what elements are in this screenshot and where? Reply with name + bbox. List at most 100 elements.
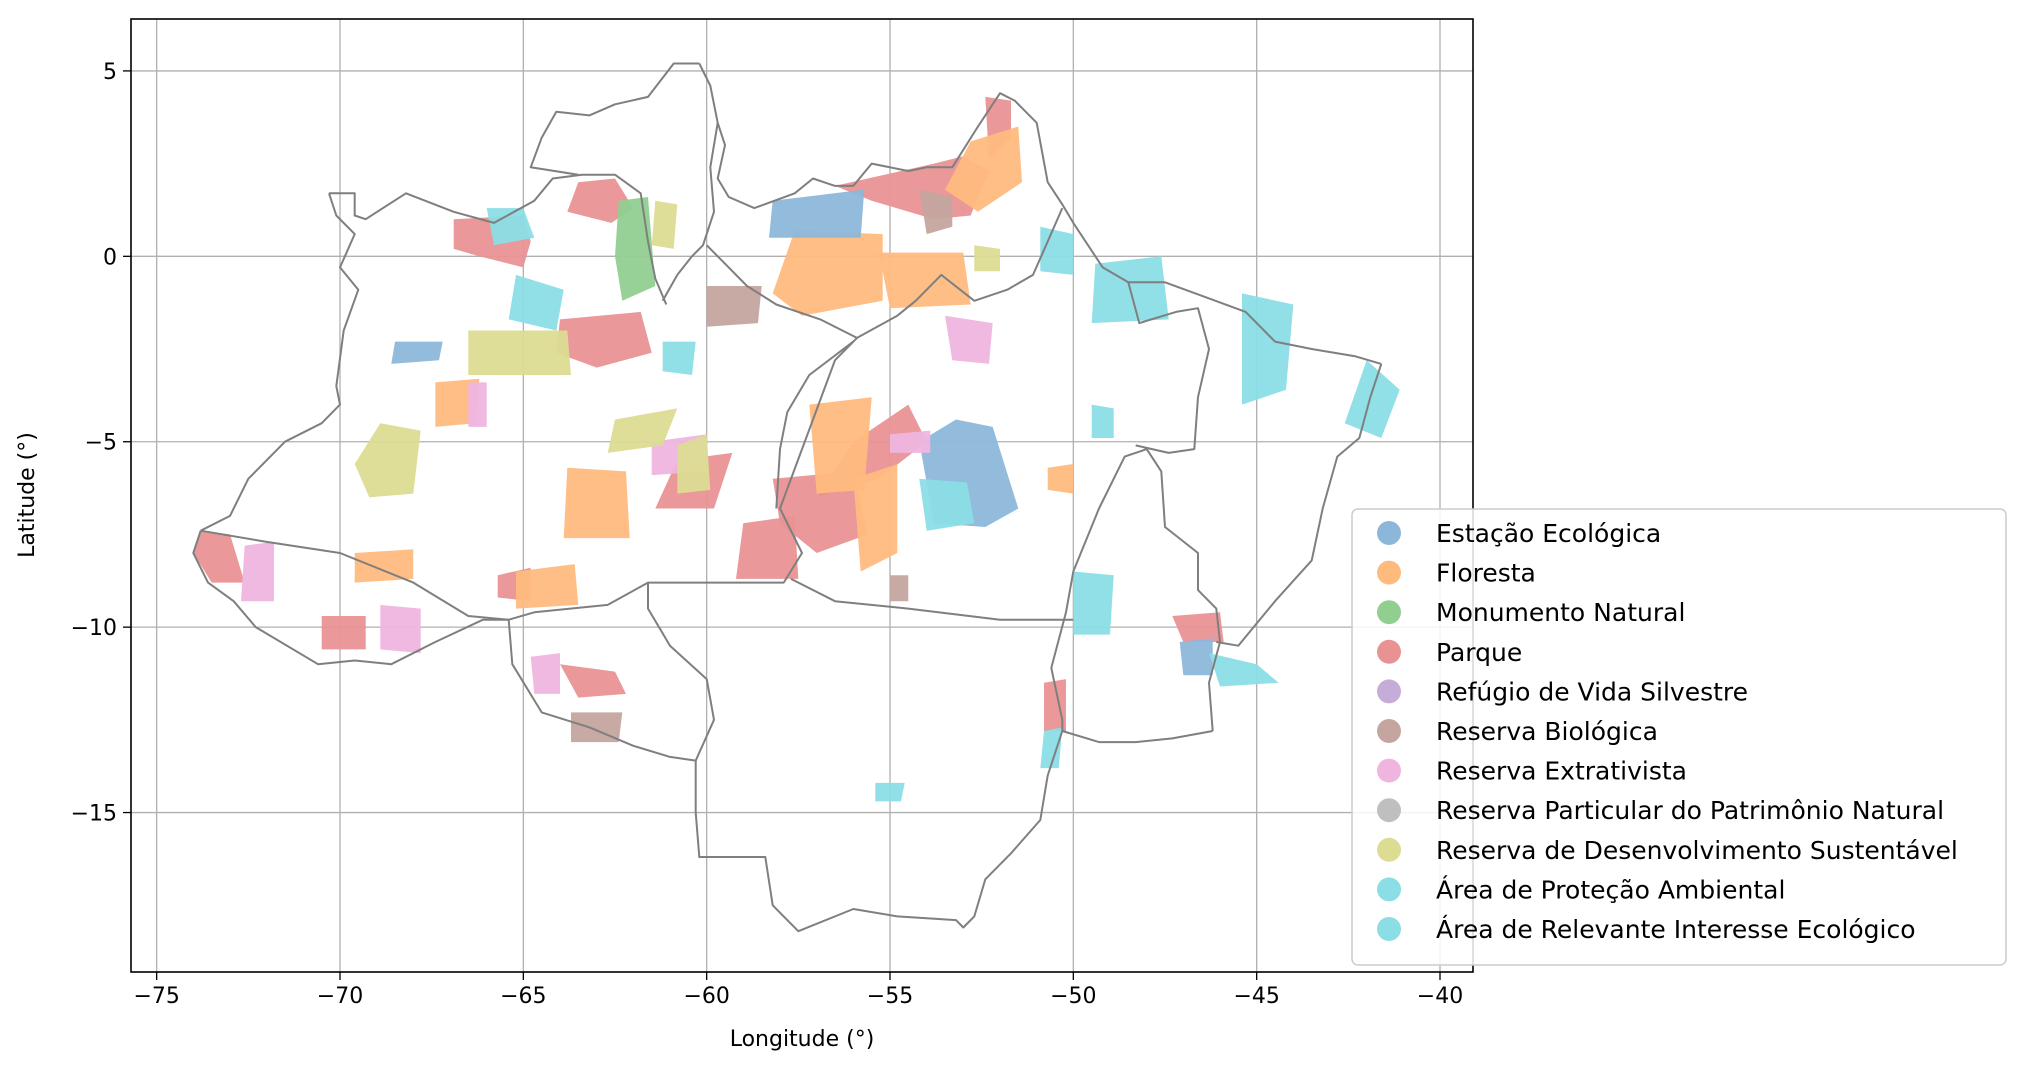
protected-area	[875, 782, 905, 802]
legend-marker	[1377, 758, 1401, 783]
x-tick-label: −45	[1233, 984, 1279, 1009]
protected-area	[508, 274, 564, 331]
protected-area	[354, 549, 414, 583]
legend-marker	[1377, 877, 1401, 902]
protected-area	[772, 230, 883, 316]
boundary-line	[200, 192, 360, 532]
legend-label: Floresta	[1436, 559, 1536, 588]
y-tick-label: −10	[71, 616, 117, 641]
protected-area-polygons	[193, 96, 1400, 802]
boundary-line	[529, 62, 700, 176]
protected-area	[662, 341, 696, 375]
legend-label: Reserva Extrativista	[1436, 757, 1687, 786]
protected-area	[321, 616, 366, 650]
protected-area	[1172, 612, 1224, 642]
protected-area	[772, 471, 868, 553]
boundary-line	[1127, 282, 1210, 454]
legend-marker	[1377, 521, 1401, 545]
legend-label: Área de Proteção Ambiental	[1436, 875, 1785, 904]
legend-marker	[1377, 560, 1401, 585]
boundary-line	[1216, 363, 1383, 647]
protected-area	[919, 478, 975, 531]
x-tick-label: −50	[1050, 984, 1096, 1009]
boundary-line	[856, 207, 1064, 339]
protected-area	[560, 664, 626, 698]
legend-label: Estação Ecológica	[1436, 519, 1661, 548]
legend-marker	[1377, 600, 1401, 625]
protected-area	[706, 286, 762, 327]
plot-frame	[130, 18, 1474, 973]
protected-area	[879, 252, 971, 309]
protected-area	[516, 564, 579, 609]
protected-area	[890, 575, 909, 602]
legend-marker	[1377, 639, 1401, 664]
legend: Estação Ecológica Floresta Monumento Natur…	[1351, 508, 2007, 966]
protected-area	[853, 464, 898, 572]
protected-area	[945, 126, 1022, 212]
boundary-line	[705, 244, 858, 339]
legend-marker	[1377, 837, 1401, 862]
legend-marker	[1377, 679, 1401, 704]
protected-area	[945, 315, 993, 364]
legend-label: Refúgio de Vida Silvestre	[1436, 677, 1748, 706]
protected-area	[354, 423, 421, 498]
boundary-line	[192, 530, 509, 666]
y-axis-label: Latitude (°)	[15, 432, 40, 558]
y-tick-label: 0	[103, 245, 117, 270]
boundary-line	[698, 63, 1382, 365]
legend-label: Reserva de Desenvolvimento Sustentável	[1436, 836, 1958, 865]
protected-area	[1091, 404, 1114, 438]
protected-area	[556, 311, 652, 368]
protected-area	[1047, 464, 1074, 494]
protected-area	[1040, 727, 1063, 769]
protected-area	[380, 604, 421, 654]
protected-area	[1040, 226, 1074, 275]
boundary-line	[647, 582, 715, 762]
protected-area	[1073, 571, 1114, 635]
legend-label: Reserva Biológica	[1436, 717, 1658, 746]
legend-box	[1351, 508, 2007, 966]
y-tick-label: 5	[103, 60, 117, 85]
boundary-line	[661, 122, 719, 302]
protected-area	[1179, 638, 1213, 676]
legend-label: Monumento Natural	[1436, 598, 1685, 627]
protected-area	[769, 189, 865, 238]
boundary-line	[329, 173, 668, 305]
state-boundaries	[192, 62, 1383, 933]
protected-area	[607, 408, 678, 453]
legend-marker	[1377, 917, 1401, 941]
x-tick-label: −75	[133, 984, 179, 1009]
protected-area	[1044, 679, 1066, 731]
protected-area	[677, 434, 711, 494]
protected-area	[391, 341, 443, 364]
protected-area	[736, 515, 799, 579]
legend-marker	[1377, 719, 1401, 743]
protected-area	[241, 541, 274, 602]
boundary-line	[1062, 730, 1213, 744]
protected-area	[919, 189, 953, 235]
protected-area	[651, 200, 678, 249]
x-tick-label: −65	[500, 984, 546, 1009]
protected-area	[1242, 293, 1294, 405]
protected-area	[571, 712, 623, 743]
x-tick-label: −60	[683, 984, 729, 1009]
y-tick-label: −15	[71, 802, 117, 827]
legend-marker	[1377, 798, 1401, 823]
legend-label: Reserva Particular do Patrimônio Natural	[1436, 796, 1944, 825]
protected-area	[563, 467, 630, 539]
protected-area	[530, 653, 560, 694]
boundary-line	[775, 340, 854, 509]
boundary-line	[200, 337, 858, 621]
protected-area	[974, 245, 1000, 272]
x-axis-label: Longitude (°)	[730, 1027, 875, 1052]
protected-area	[567, 178, 634, 223]
protected-area	[1209, 653, 1279, 687]
legend-label: Parque	[1436, 638, 1522, 667]
x-tick-label: −40	[1417, 984, 1463, 1009]
axis-ticks: −75 −70 −65 −60 −55 −50 −45 −40 5 0 −5 −10 −15	[71, 60, 1464, 1009]
protected-area	[468, 382, 487, 427]
protected-area	[486, 208, 535, 246]
protected-area	[890, 430, 931, 453]
x-tick-label: −70	[317, 984, 363, 1009]
